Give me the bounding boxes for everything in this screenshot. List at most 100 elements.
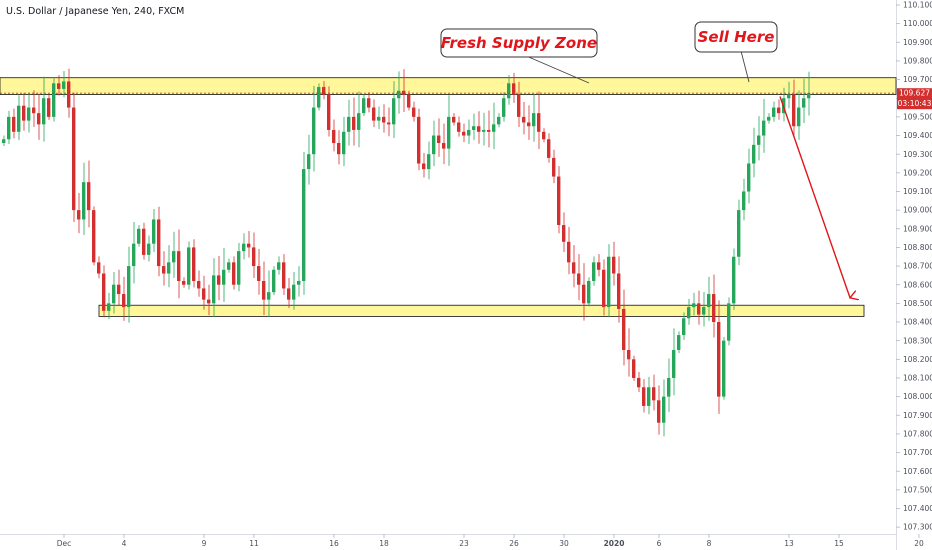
zones-layer — [0, 77, 897, 317]
supply-callout-pointer — [523, 54, 590, 84]
candle — [72, 92, 76, 223]
candle — [372, 99, 376, 128]
sell-here-callout[interactable]: Sell Here — [694, 21, 778, 83]
candle — [247, 231, 251, 258]
candle — [152, 209, 156, 253]
time-tick-label: 15 — [834, 539, 844, 548]
candle — [652, 374, 656, 411]
candle — [177, 229, 181, 299]
candle-body — [377, 116, 381, 121]
candle-body — [117, 284, 121, 295]
candle-body — [287, 288, 291, 300]
candle-body — [192, 247, 196, 281]
candle — [537, 91, 541, 150]
candle — [707, 276, 711, 321]
time-tick-label: 20 — [914, 539, 924, 548]
price-tick-label: 109.800 — [903, 57, 932, 66]
price-axis[interactable]: 110.100 110.000 109.900 109.800 109.700 109.6… — [896, 1, 932, 532]
candle-body — [412, 107, 416, 117]
candle — [432, 120, 436, 167]
candle — [757, 116, 761, 161]
candle-body — [347, 116, 351, 132]
candle — [427, 141, 431, 180]
supply-zone-callout[interactable]: Fresh Supply Zone — [440, 28, 598, 84]
time-tick-label: 18 — [379, 539, 389, 548]
candle-body — [642, 387, 646, 406]
candle-body — [292, 284, 296, 300]
candle-body — [237, 251, 241, 285]
candle — [547, 133, 551, 163]
candle-body — [252, 247, 256, 267]
candle — [312, 85, 316, 172]
candle-body — [652, 387, 656, 401]
candle-body — [7, 116, 11, 140]
price-tick-label: 109.200 — [903, 168, 932, 177]
candle — [767, 113, 771, 124]
price-badge: 109.627 03:10:43 — [897, 88, 932, 110]
candle — [287, 278, 291, 308]
candle-body — [602, 269, 606, 308]
candle-body — [387, 122, 391, 125]
candle-body — [637, 377, 641, 388]
candle-body — [37, 113, 41, 125]
candle-body — [442, 142, 446, 149]
candle — [457, 116, 461, 137]
candle-body — [467, 129, 471, 136]
candle — [327, 86, 331, 137]
candle-body — [22, 105, 26, 121]
candle-body — [492, 124, 496, 132]
candle-body — [507, 83, 511, 99]
price-tick-label: 110.100 — [903, 1, 932, 10]
candle — [347, 99, 351, 146]
candle-body — [227, 262, 231, 270]
candle-body — [497, 116, 501, 125]
sell-callout-pointer — [740, 50, 750, 83]
supply-callout-box — [440, 28, 598, 58]
candle-body — [447, 116, 451, 149]
price-badge-countdown: 03:10:43 — [898, 99, 932, 108]
candle-body — [657, 400, 661, 423]
candle — [552, 149, 556, 184]
candle-body — [402, 90, 406, 95]
time-tick-label: Dec — [57, 539, 72, 548]
candle — [442, 123, 446, 165]
candle — [662, 379, 666, 437]
candle — [192, 239, 196, 288]
candle-body — [787, 94, 791, 99]
candle — [462, 123, 466, 143]
candle — [762, 98, 766, 153]
candle — [747, 148, 751, 204]
price-tick-label: 108.000 — [903, 392, 932, 401]
candle-body — [297, 280, 301, 285]
candle-body — [517, 94, 521, 117]
candle-body — [557, 176, 561, 226]
time-tick-label: 26 — [509, 539, 519, 548]
candle — [752, 127, 756, 178]
candle — [772, 101, 776, 122]
candle — [237, 242, 241, 292]
candle — [712, 274, 716, 338]
time-tick-label: 4 — [122, 539, 127, 548]
candle — [42, 76, 46, 142]
price-tick-label: 108.900 — [903, 224, 932, 233]
candle-body — [267, 292, 271, 300]
candle-body — [367, 98, 371, 108]
candle — [282, 254, 286, 296]
candle — [252, 232, 256, 279]
time-axis[interactable]: Dec 4 9 11 16 18 23 26 30 2020 6 8 13 15 20 — [57, 534, 924, 548]
candle — [307, 134, 311, 185]
time-tick-label: 2020 — [604, 539, 625, 548]
candle — [352, 97, 356, 146]
candle-body — [622, 308, 626, 350]
candle-body — [372, 107, 376, 121]
candle — [732, 248, 736, 310]
candle — [682, 312, 686, 340]
supply-zone — [0, 77, 897, 95]
candle — [277, 256, 281, 275]
candle — [787, 81, 791, 109]
candle-body — [802, 98, 806, 108]
candle-body — [327, 94, 331, 130]
candle-body — [317, 87, 321, 108]
candle-body — [142, 228, 146, 255]
